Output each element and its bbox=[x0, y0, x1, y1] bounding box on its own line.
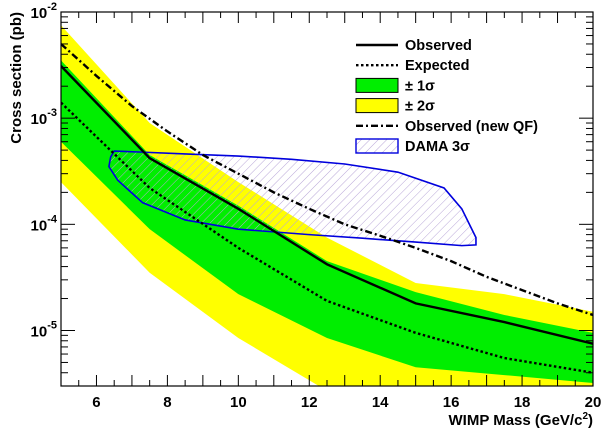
tick-labels-layer: 6 8 10 12 14 16 18 20 10-5 10-4 10-3 10-2 bbox=[31, 1, 602, 411]
x-tick-label: 16 bbox=[443, 394, 460, 411]
legend-swatch-1 bbox=[355, 77, 399, 93]
region-dama bbox=[108, 150, 477, 247]
legend: Observed Expected ± 1σ ± 2σ Observed (new QF… bbox=[355, 38, 538, 155]
y-axis-title: Cross section (pb) bbox=[8, 12, 25, 144]
legend-label-dama-3: DAMA 3σ bbox=[405, 139, 470, 155]
x-tick-label: 12 bbox=[301, 394, 318, 411]
legend-label-2: ± 2σ bbox=[405, 99, 435, 115]
plot-area bbox=[61, 25, 593, 386]
legend-label-observed: Observed bbox=[405, 38, 472, 54]
legend-swatch-2 bbox=[355, 98, 399, 114]
x-tick-label: 18 bbox=[514, 394, 531, 411]
legend-swatch-dama-3 bbox=[355, 138, 399, 154]
y-tick-label: 10-5 bbox=[31, 319, 57, 340]
line-observed bbox=[61, 65, 593, 345]
region-layer bbox=[108, 150, 477, 247]
x-tick-label: 10 bbox=[230, 394, 247, 411]
y-tick-label: 10-3 bbox=[31, 107, 57, 128]
lines-layer bbox=[61, 43, 593, 374]
x-tick-label: 14 bbox=[372, 394, 389, 411]
legend-label-expected: Expected bbox=[405, 58, 469, 74]
x-axis-title: WIMP Mass (GeV/c2) bbox=[449, 411, 594, 429]
x-tick-label: 6 bbox=[92, 394, 100, 411]
line-observed-new-qf bbox=[61, 43, 593, 317]
y-tick-label: 10-2 bbox=[31, 1, 57, 22]
x-tick-label: 8 bbox=[163, 394, 171, 411]
legend-label-observed-new-qf: Observed (new QF) bbox=[405, 119, 538, 135]
band-2 bbox=[61, 25, 593, 386]
ticks-layer bbox=[60, 11, 594, 387]
y-tick-label: 10-4 bbox=[31, 213, 58, 234]
band-1 bbox=[61, 60, 593, 384]
x-tick-label: 20 bbox=[585, 394, 602, 411]
legend-label-1: ± 1σ bbox=[405, 78, 435, 94]
